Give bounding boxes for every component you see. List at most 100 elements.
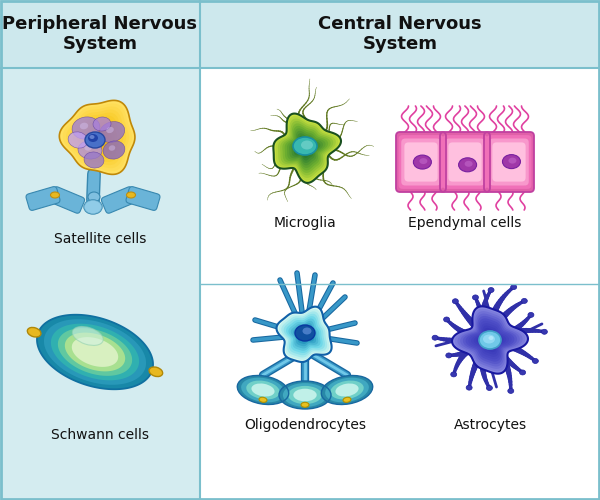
FancyBboxPatch shape xyxy=(443,135,487,189)
Ellipse shape xyxy=(413,155,431,169)
Polygon shape xyxy=(296,326,314,344)
Ellipse shape xyxy=(28,328,41,337)
Ellipse shape xyxy=(88,192,100,202)
Ellipse shape xyxy=(464,161,473,167)
Ellipse shape xyxy=(541,330,547,334)
Ellipse shape xyxy=(288,386,322,404)
Polygon shape xyxy=(479,330,501,349)
Polygon shape xyxy=(460,314,520,366)
FancyBboxPatch shape xyxy=(401,138,441,186)
Ellipse shape xyxy=(279,381,331,409)
FancyBboxPatch shape xyxy=(126,186,160,210)
Polygon shape xyxy=(455,308,525,372)
Ellipse shape xyxy=(302,328,311,334)
Ellipse shape xyxy=(479,331,501,349)
FancyBboxPatch shape xyxy=(487,135,532,189)
Ellipse shape xyxy=(80,122,88,130)
Polygon shape xyxy=(90,128,109,146)
FancyBboxPatch shape xyxy=(448,142,482,182)
Text: Peripheral Nervous
System: Peripheral Nervous System xyxy=(2,14,197,54)
Bar xyxy=(0,68,200,500)
Ellipse shape xyxy=(293,137,317,155)
Polygon shape xyxy=(86,125,112,150)
Ellipse shape xyxy=(446,353,452,358)
Polygon shape xyxy=(278,118,336,178)
FancyBboxPatch shape xyxy=(49,187,85,213)
Ellipse shape xyxy=(283,383,327,407)
FancyBboxPatch shape xyxy=(404,142,437,182)
Polygon shape xyxy=(279,309,329,360)
Ellipse shape xyxy=(106,127,114,133)
Ellipse shape xyxy=(325,378,369,402)
Polygon shape xyxy=(287,128,326,168)
FancyBboxPatch shape xyxy=(484,132,534,192)
Polygon shape xyxy=(298,140,313,156)
Text: Central Nervous
System: Central Nervous System xyxy=(318,14,482,54)
Polygon shape xyxy=(474,326,506,354)
Polygon shape xyxy=(487,338,493,342)
Ellipse shape xyxy=(73,326,103,345)
Polygon shape xyxy=(296,138,315,158)
Ellipse shape xyxy=(466,385,472,390)
Ellipse shape xyxy=(321,376,373,404)
Polygon shape xyxy=(485,335,496,345)
Polygon shape xyxy=(65,332,125,372)
Ellipse shape xyxy=(508,158,517,164)
Polygon shape xyxy=(471,323,509,357)
Polygon shape xyxy=(59,100,135,174)
Ellipse shape xyxy=(78,141,102,159)
Ellipse shape xyxy=(511,284,517,290)
Ellipse shape xyxy=(246,380,280,400)
Polygon shape xyxy=(72,337,118,367)
Ellipse shape xyxy=(84,200,102,214)
Polygon shape xyxy=(303,146,308,150)
Polygon shape xyxy=(302,332,307,338)
Polygon shape xyxy=(298,328,311,342)
Ellipse shape xyxy=(330,380,364,400)
Polygon shape xyxy=(66,106,129,168)
FancyBboxPatch shape xyxy=(398,135,443,189)
Polygon shape xyxy=(284,314,325,356)
Ellipse shape xyxy=(241,378,285,402)
Text: Schwann cells: Schwann cells xyxy=(51,428,149,442)
Ellipse shape xyxy=(72,117,100,139)
Ellipse shape xyxy=(100,122,125,142)
Polygon shape xyxy=(284,126,328,170)
Ellipse shape xyxy=(93,117,111,131)
Ellipse shape xyxy=(109,146,115,150)
Ellipse shape xyxy=(237,376,289,404)
Polygon shape xyxy=(482,333,498,347)
Ellipse shape xyxy=(335,384,359,396)
Polygon shape xyxy=(93,131,106,143)
Polygon shape xyxy=(97,134,103,140)
Polygon shape xyxy=(280,121,333,176)
Ellipse shape xyxy=(50,192,59,198)
Ellipse shape xyxy=(488,288,494,292)
Ellipse shape xyxy=(508,388,514,394)
FancyBboxPatch shape xyxy=(445,138,485,186)
Ellipse shape xyxy=(487,386,493,390)
Ellipse shape xyxy=(502,154,520,168)
Polygon shape xyxy=(275,116,338,180)
Ellipse shape xyxy=(68,132,88,148)
Polygon shape xyxy=(289,318,320,351)
Polygon shape xyxy=(289,131,323,166)
Polygon shape xyxy=(44,319,146,385)
Polygon shape xyxy=(457,311,523,369)
Ellipse shape xyxy=(84,152,104,168)
Ellipse shape xyxy=(301,140,313,149)
Polygon shape xyxy=(286,316,323,353)
Bar xyxy=(200,68,600,500)
Ellipse shape xyxy=(301,402,309,407)
Ellipse shape xyxy=(293,388,317,402)
Polygon shape xyxy=(76,116,121,159)
Ellipse shape xyxy=(84,200,102,214)
Ellipse shape xyxy=(472,295,478,300)
Ellipse shape xyxy=(419,158,427,164)
Ellipse shape xyxy=(149,367,163,376)
Ellipse shape xyxy=(103,141,125,159)
Ellipse shape xyxy=(85,146,92,150)
Polygon shape xyxy=(476,328,503,352)
Ellipse shape xyxy=(251,384,275,396)
Polygon shape xyxy=(51,324,139,380)
